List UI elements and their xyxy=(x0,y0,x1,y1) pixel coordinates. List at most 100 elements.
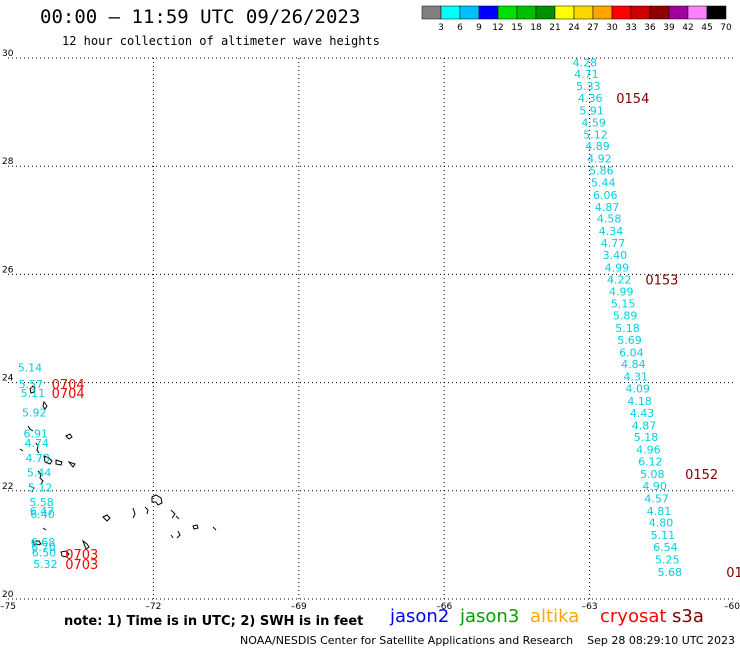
y-tick-label: 28 xyxy=(2,157,14,167)
pass-time-label: 0154 xyxy=(616,92,649,107)
legend-swatch xyxy=(497,5,518,20)
bahamas-island-16 xyxy=(102,514,111,522)
pass-time-label: 0703 xyxy=(65,558,98,573)
legend-label: 6 xyxy=(457,23,463,33)
legend-label: 30 xyxy=(606,23,618,33)
bahamas-island-25 xyxy=(60,550,70,558)
wave-height-value: 4.28 xyxy=(573,56,598,69)
y-tick-label: 22 xyxy=(2,482,13,492)
y-tick-label: 20 xyxy=(2,590,14,600)
legend-swatch xyxy=(592,5,613,20)
wave-height-points: 4.284.715.334.365.914.595.124.894.925.86… xyxy=(18,56,682,579)
legend-swatch xyxy=(649,5,670,20)
bahamas-island-7 xyxy=(43,455,53,465)
wave-height-value: 5.33 xyxy=(576,80,601,93)
legend-label: 15 xyxy=(511,23,522,33)
wave-height-value: 4.74 xyxy=(24,437,49,450)
legend-swatch xyxy=(421,5,442,20)
wave-height-value: 5.11 xyxy=(651,529,676,542)
wave-height-value: 4.77 xyxy=(601,237,626,250)
legend-label: 39 xyxy=(663,23,675,33)
wave-height-value: 4.18 xyxy=(627,395,652,408)
wave-height-value: 5.18 xyxy=(615,322,640,335)
wave-height-value: 5.89 xyxy=(613,310,638,323)
bahamas-island-20 xyxy=(212,526,217,531)
x-tick-label: –63 xyxy=(582,602,598,612)
legend-label: 33 xyxy=(625,23,636,33)
wave-height-value: 5.18 xyxy=(634,431,659,444)
coastline xyxy=(19,385,217,558)
bahamas-island-10 xyxy=(37,470,44,485)
wave-height-value: 4.87 xyxy=(632,419,657,432)
wave-height-value: 5.69 xyxy=(617,334,642,347)
wave-height-value: 5.86 xyxy=(589,165,614,178)
wave-height-value: 5.08 xyxy=(640,468,665,481)
legend-swatch xyxy=(516,5,537,20)
x-tick-label: –60 xyxy=(724,602,740,612)
bahamas-island-5 xyxy=(35,442,40,454)
legend-label: 21 xyxy=(549,23,560,33)
legend-label: 9 xyxy=(476,23,482,33)
legend-label: 45 xyxy=(701,23,712,33)
bahamas-island-14 xyxy=(144,506,149,515)
legend-swatch xyxy=(459,5,480,20)
legend-label: 18 xyxy=(530,23,542,33)
wave-height-value: 5.14 xyxy=(18,361,43,374)
satellite-s3a: s3a xyxy=(672,606,704,627)
pass-time-label: 0153 xyxy=(645,273,678,288)
wave-height-value: 3.40 xyxy=(603,249,628,262)
wave-height-value: 5.11 xyxy=(21,387,46,400)
y-tick-label: 30 xyxy=(2,49,14,59)
y-tick-label: 26 xyxy=(2,265,14,275)
wave-height-value: 4.58 xyxy=(597,213,622,226)
bahamas-island-12 xyxy=(151,494,163,506)
pass-time-label: 0703 xyxy=(65,548,98,563)
satellite-cryosat: cryosat xyxy=(600,606,667,627)
bahamas-island-1 xyxy=(29,385,36,394)
wave-height-value: 6.12 xyxy=(638,456,663,469)
legend-swatch xyxy=(440,5,461,20)
pass-time-label: 0152 xyxy=(685,468,718,483)
wave-height-value: 5.68 xyxy=(657,566,682,579)
wave-height-value: 4.36 xyxy=(578,92,603,105)
x-tick-label: –75 xyxy=(0,602,16,612)
satellite-altika: altika xyxy=(530,606,580,627)
wave-height-value: 5.91 xyxy=(579,104,604,117)
wave-height-value: 6.06 xyxy=(593,189,618,202)
wave-height-value: 4.80 xyxy=(649,517,674,530)
wave-height-value: 4.96 xyxy=(636,444,661,457)
legend-swatch xyxy=(706,5,727,20)
wave-height-value: 4.81 xyxy=(647,505,672,518)
map-title: 00:00 – 11:59 UTC 09/26/2023 xyxy=(40,6,361,28)
legend-label: 27 xyxy=(587,23,598,33)
legend-swatch xyxy=(554,5,575,20)
wave-height-value: 6.47 xyxy=(30,505,54,518)
wave-height-value: 4.09 xyxy=(625,383,650,396)
wave-height-value: 4.34 xyxy=(599,225,624,238)
legend-swatch xyxy=(573,5,594,20)
legend-label: 24 xyxy=(568,23,580,33)
legend-swatch xyxy=(630,5,651,20)
legend-swatch xyxy=(611,5,632,20)
wave-height-value: 5.15 xyxy=(611,298,636,311)
wave-height-value: 6.50 xyxy=(32,546,56,559)
wave-height-value: 4.59 xyxy=(581,116,606,129)
wave-height-value: 5.44 xyxy=(591,176,616,189)
wave-height-value: 4.73 xyxy=(25,452,49,465)
satellite-jason3: jason3 xyxy=(460,606,520,627)
wave-height-value: 5.32 xyxy=(33,558,58,571)
bahamas-island-4 xyxy=(65,433,73,440)
y-tick-label: 24 xyxy=(2,374,14,384)
bahamas-island-17 xyxy=(175,515,180,520)
credit-line: NOAA/NESDIS Center for Satellite Applica… xyxy=(240,634,736,647)
legend-swatch xyxy=(535,5,556,20)
map-grid: –75 –72 –69 –66 –63 –60 30 28 26 24 22 20 xyxy=(0,49,740,612)
bahamas-island-2 xyxy=(42,400,48,410)
bahamas-island-13 xyxy=(132,507,136,519)
bahamas-island-9 xyxy=(67,460,76,468)
pass-time-label: 0704 xyxy=(52,378,85,393)
wave-height-value: 6.70 xyxy=(31,541,56,554)
bahamas-island-24 xyxy=(81,539,90,550)
